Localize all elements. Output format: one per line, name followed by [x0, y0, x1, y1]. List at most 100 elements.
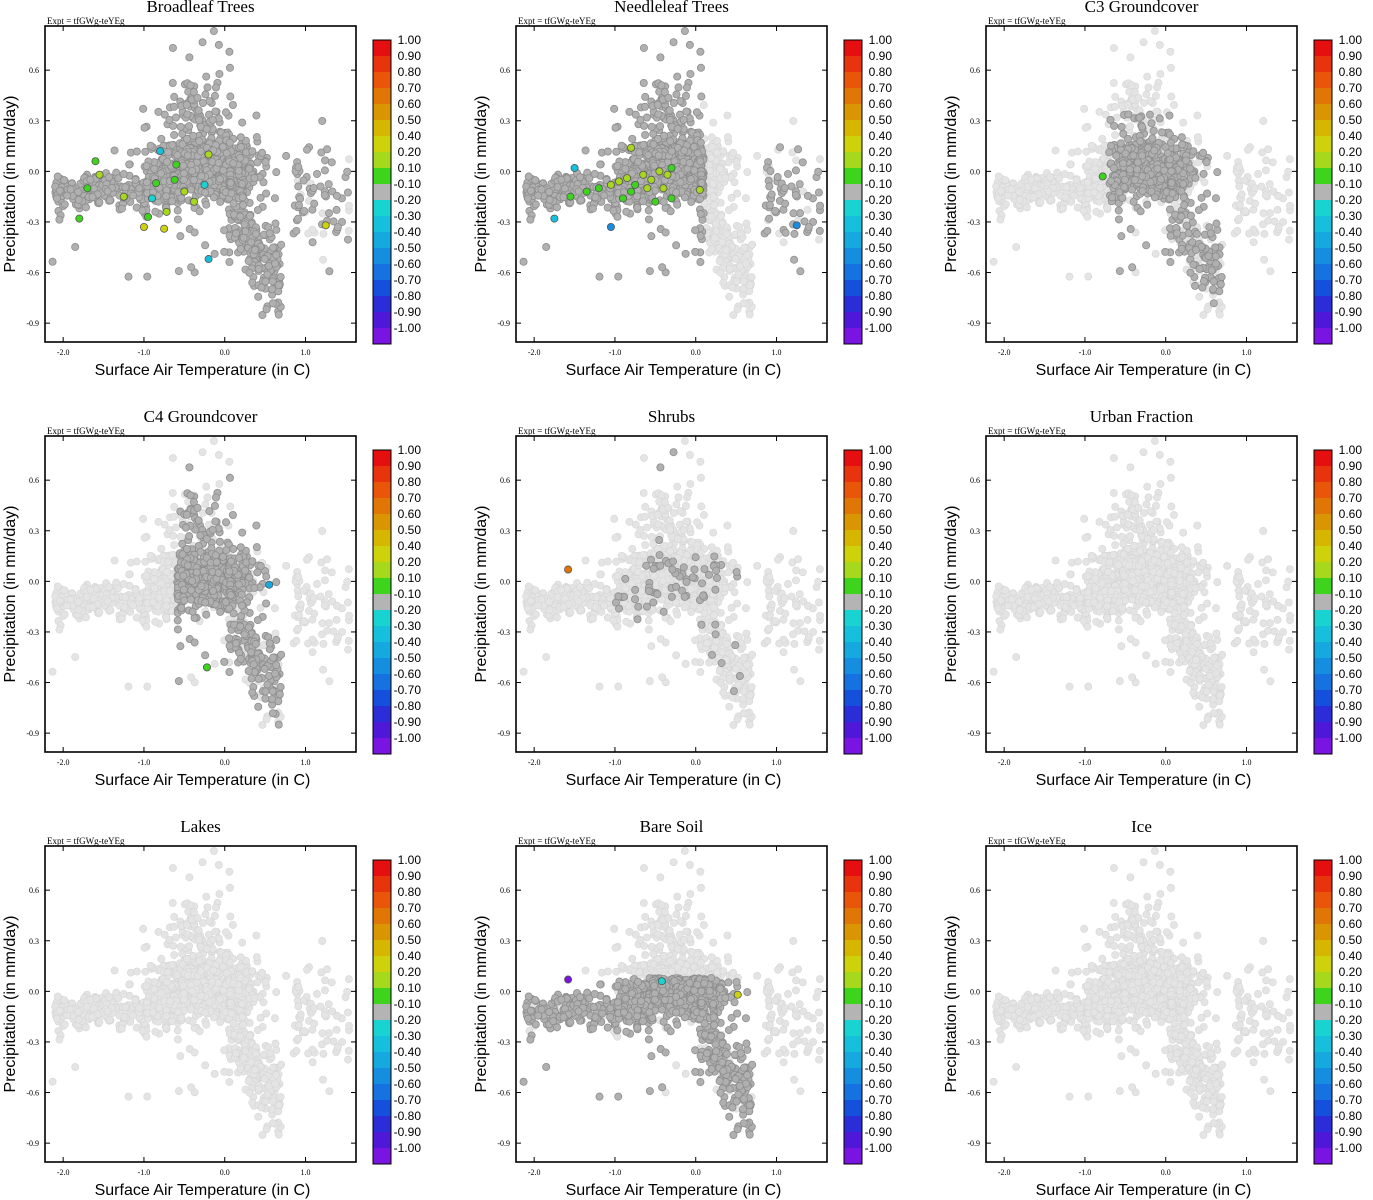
neutral-point — [274, 281, 283, 290]
neutral-point — [1211, 252, 1220, 261]
neutral-point — [639, 43, 648, 52]
background-point — [742, 259, 750, 268]
neutral-point — [681, 91, 690, 100]
neutral-point — [160, 110, 169, 119]
neutral-point — [48, 257, 57, 266]
neutral-point — [640, 102, 649, 111]
neutral-point — [168, 43, 177, 52]
neutral-point — [173, 215, 182, 224]
colorbar-label: -0.80 — [1335, 289, 1363, 303]
neutral-point — [635, 148, 644, 157]
neutral-point — [105, 196, 114, 205]
colorbar-label: -0.70 — [1335, 273, 1363, 287]
background-point — [1079, 206, 1088, 215]
background-point — [1235, 163, 1244, 171]
background-point — [1152, 107, 1161, 116]
neutral-point — [600, 191, 609, 200]
neutral-point — [603, 147, 612, 156]
neutral-point — [211, 107, 220, 116]
neutral-point — [238, 179, 247, 188]
x-tick-label: -2.0 — [528, 348, 541, 357]
neutral-point — [553, 183, 562, 192]
colorbar-label: 0.60 — [1339, 97, 1363, 111]
neutral-point — [591, 193, 600, 202]
colorbar-label: 0.90 — [398, 49, 422, 63]
neutral-point — [173, 151, 182, 160]
background-point — [739, 299, 748, 308]
background-point — [1273, 206, 1282, 214]
neutral-point — [261, 158, 270, 167]
y-tick-label: 0.0 — [29, 167, 39, 176]
colorbar-label: -0.40 — [865, 225, 893, 239]
background-point — [1170, 101, 1178, 109]
neutral-point — [649, 140, 658, 149]
neutral-point — [86, 175, 95, 184]
neutral-point — [189, 176, 198, 185]
neutral-point — [654, 151, 663, 160]
neutral-point — [676, 178, 685, 187]
neutral-point — [168, 140, 177, 149]
neutral-point — [182, 135, 191, 144]
neutral-point — [673, 124, 682, 133]
neutral-point — [613, 212, 622, 221]
neutral-point — [617, 141, 626, 150]
highlight-point — [143, 212, 152, 221]
neutral-point — [254, 264, 263, 273]
neutral-point — [534, 191, 543, 200]
background-point — [709, 180, 718, 188]
neutral-point — [680, 27, 689, 36]
background-point — [989, 257, 998, 266]
neutral-point — [697, 178, 706, 187]
neutral-point — [60, 176, 69, 185]
colorbar-segment — [844, 168, 862, 184]
background-point — [743, 168, 752, 177]
neutral-point — [1106, 177, 1115, 186]
neutral-point — [1209, 285, 1218, 294]
neutral-point — [132, 147, 141, 156]
neutral-point — [1188, 238, 1197, 247]
neutral-point — [190, 228, 199, 237]
expt-label: Expt = tfGWg-teYEg — [47, 16, 125, 26]
panel-title: C3 Groundcover — [1085, 0, 1199, 16]
neutral-point — [313, 169, 322, 178]
neutral-point — [1136, 137, 1145, 146]
neutral-point — [1180, 201, 1189, 210]
neutral-point — [125, 160, 134, 169]
colorbar-segment — [1314, 312, 1332, 328]
neutral-point — [151, 207, 160, 216]
highlight-point — [550, 214, 559, 223]
neutral-point — [680, 146, 689, 155]
neutral-point — [660, 88, 669, 97]
neutral-point — [693, 149, 702, 158]
colorbar-segment — [844, 88, 862, 104]
neutral-point — [1128, 263, 1137, 272]
background-point — [1051, 146, 1060, 155]
neutral-point — [250, 245, 259, 254]
neutral-point — [188, 166, 197, 175]
colorbar-segment — [1314, 136, 1332, 152]
neutral-point — [681, 249, 690, 258]
neutral-point — [596, 160, 605, 169]
neutral-point — [1179, 193, 1188, 202]
background-point — [1257, 182, 1266, 191]
neutral-point — [631, 110, 640, 119]
highlight-point — [200, 180, 209, 189]
colorbar-frame — [843, 39, 863, 345]
neutral-point — [524, 194, 533, 203]
colorbar-label: -0.10 — [1335, 177, 1363, 191]
colorbar-segment — [1314, 200, 1332, 216]
colorbar-segment — [844, 40, 862, 56]
neutral-point — [585, 174, 594, 183]
colorbar-label: -0.90 — [865, 305, 893, 319]
neutral-point — [252, 133, 261, 142]
neutral-point — [114, 174, 123, 183]
neutral-point — [696, 138, 705, 147]
neutral-point — [271, 259, 280, 268]
background-point — [1111, 102, 1119, 111]
colorbar-label: -1.00 — [394, 321, 422, 335]
expt-label: Expt = tfGWg-teYEg — [47, 426, 125, 436]
background-point — [1061, 193, 1070, 202]
neutral-point — [202, 72, 211, 81]
highlight-point — [190, 197, 199, 206]
neutral-point — [672, 90, 681, 99]
